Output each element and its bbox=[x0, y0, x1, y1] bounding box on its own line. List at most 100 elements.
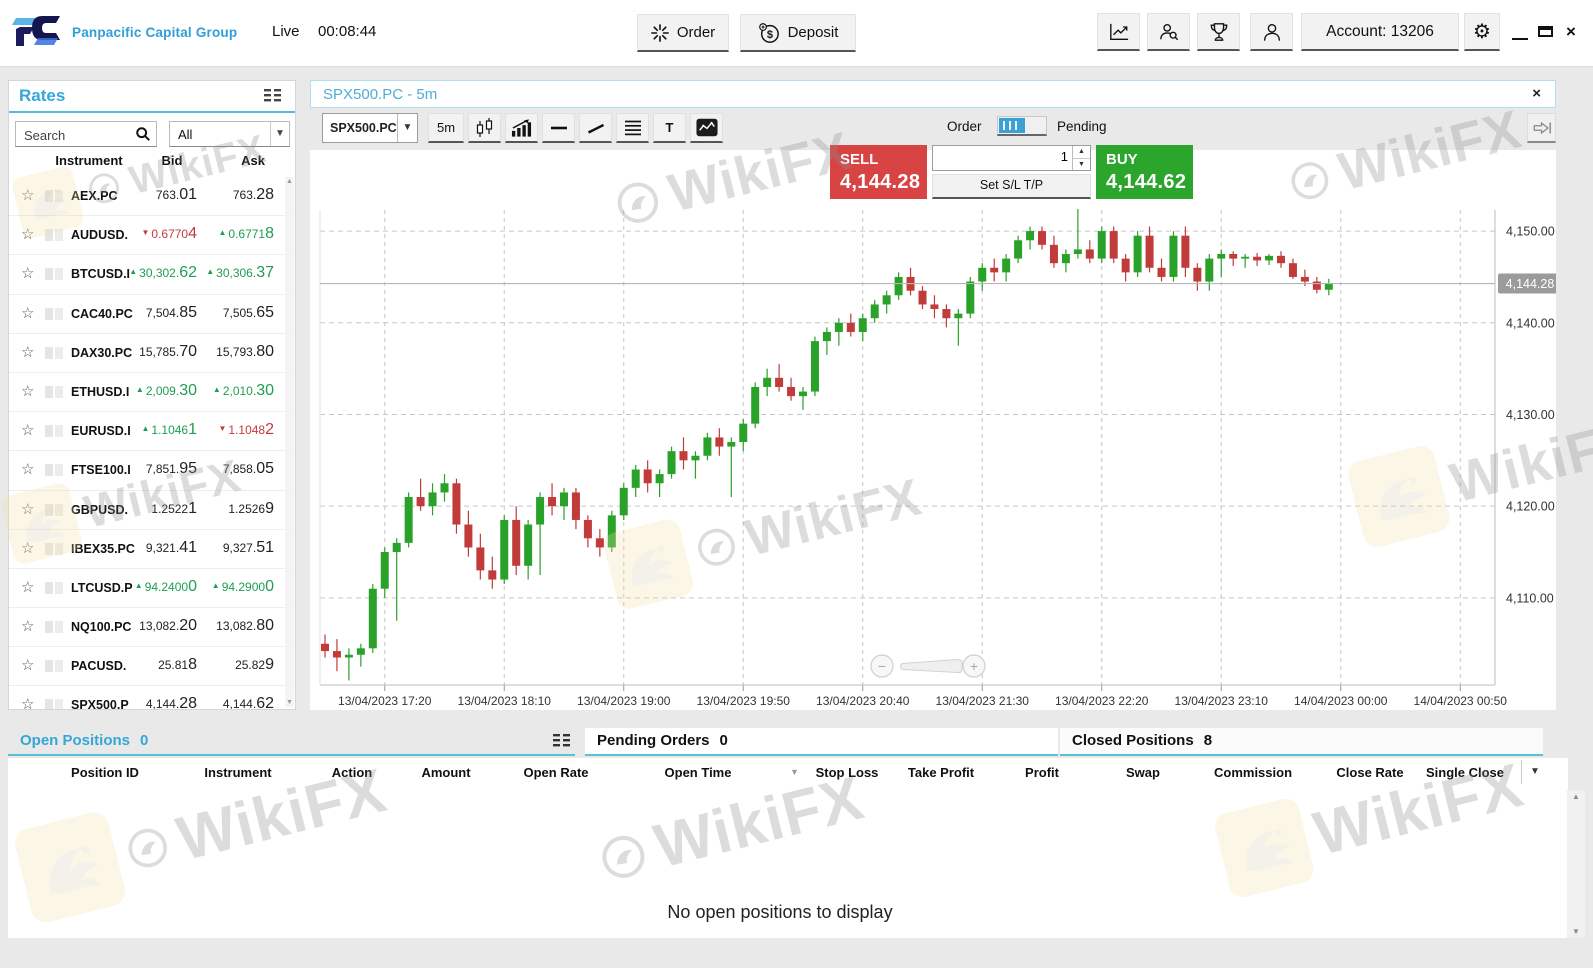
horizontal-line-tool[interactable] bbox=[542, 113, 575, 143]
column-header-swap[interactable]: Swap bbox=[1126, 765, 1160, 780]
search-field[interactable] bbox=[15, 121, 157, 147]
favorite-star-icon[interactable]: ☆ bbox=[21, 187, 35, 204]
bid-price[interactable]: ▲ 2,009.30 bbox=[135, 381, 197, 399]
chart-plot-area[interactable]: 4,150.00 4,140.00 4,130.00 4,120.00 4,110.00… bbox=[310, 150, 1556, 710]
tab-open-positions[interactable]: Open Positions 0 bbox=[8, 728, 575, 756]
account-button[interactable]: Account: 13206 bbox=[1301, 13, 1459, 51]
bid-price[interactable]: 13,082.20 bbox=[139, 617, 197, 635]
ask-price[interactable]: 13,082.80 bbox=[216, 617, 274, 635]
bid-price[interactable]: 7,851.95 bbox=[145, 460, 197, 478]
rate-row[interactable]: ☆ IBEX35.PC 9,321.41 9,327.51 bbox=[9, 530, 295, 569]
ask-price[interactable]: 9,327.51 bbox=[222, 538, 274, 556]
scroll-up-icon[interactable]: ▲ bbox=[1572, 792, 1580, 801]
instrument-name[interactable]: CAC40.PC bbox=[71, 306, 133, 321]
bid-price[interactable]: 1.25221 bbox=[151, 499, 197, 517]
instrument-filter-dropdown[interactable]: All ▼ bbox=[169, 121, 290, 147]
favorite-star-icon[interactable]: ☆ bbox=[21, 657, 35, 675]
scroll-down-icon[interactable]: ▼ bbox=[286, 699, 293, 706]
window-close-button[interactable]: × bbox=[1566, 22, 1576, 41]
instrument-name[interactable]: IBEX35.PC bbox=[71, 541, 135, 556]
bid-price[interactable]: ▼ 0.67704 bbox=[141, 225, 197, 243]
indicators-button[interactable] bbox=[690, 113, 723, 143]
instrument-name[interactable]: EURUSD.I bbox=[71, 424, 131, 439]
ask-price[interactable]: 7,858.05 bbox=[222, 460, 274, 478]
symbol-selector[interactable]: SPX500.PC ▼ bbox=[322, 113, 418, 143]
rates-scrollbar[interactable]: ▲ ▼ bbox=[285, 177, 294, 707]
window-maximize-button[interactable] bbox=[1538, 26, 1553, 37]
amount-input[interactable] bbox=[946, 148, 1070, 165]
ask-price[interactable]: ▼ 1.10482 bbox=[218, 421, 274, 439]
positions-scrollbar[interactable]: ▲ ▼ bbox=[1567, 790, 1585, 938]
amount-field[interactable]: ▲ ▼ bbox=[932, 145, 1091, 171]
performance-button[interactable] bbox=[1097, 13, 1140, 51]
column-header-commission[interactable]: Commission bbox=[1213, 765, 1293, 780]
favorite-star-icon[interactable]: ☆ bbox=[21, 382, 35, 400]
instrument-name[interactable]: BTCUSD.I bbox=[71, 267, 131, 282]
favorite-star-icon[interactable]: ☆ bbox=[21, 578, 35, 596]
deposit-button[interactable]: $ Deposit bbox=[740, 14, 856, 52]
favorite-star-icon[interactable]: ☆ bbox=[21, 265, 35, 283]
rate-row[interactable]: ☆ LTCUSD.P ▲ 94.24000 ▲ 94.29000 bbox=[9, 569, 295, 609]
ask-price[interactable]: 15,793.80 bbox=[216, 342, 274, 360]
rate-row[interactable]: ☆ PACUSD. 25.818 25.829 bbox=[9, 647, 295, 687]
bid-price[interactable]: 9,321.41 bbox=[145, 538, 197, 556]
instrument-name[interactable]: NQ100.PC bbox=[71, 620, 132, 635]
bid-price[interactable]: 4,144.28 bbox=[145, 695, 197, 710]
scroll-up-icon[interactable]: ▲ bbox=[286, 178, 293, 185]
column-header-single-close[interactable]: Single Close bbox=[1425, 765, 1505, 780]
tab-closed-positions[interactable]: Closed Positions 8 bbox=[1060, 728, 1543, 756]
rate-row[interactable]: ☆ CAC40.PC 7,504.85 7,505.65 bbox=[9, 295, 295, 334]
ask-price[interactable]: 4,144.62 bbox=[222, 695, 274, 710]
favorite-star-icon[interactable]: ☆ bbox=[21, 539, 35, 557]
favorite-star-icon[interactable]: ☆ bbox=[21, 618, 35, 636]
ask-price[interactable]: ▲ 30,306.37 bbox=[206, 264, 274, 282]
favorite-star-icon[interactable]: ☆ bbox=[21, 696, 35, 710]
column-header-position-id[interactable]: Position ID bbox=[71, 765, 139, 780]
columns-dropdown-button[interactable]: ▼ bbox=[1521, 760, 1548, 784]
ask-price[interactable]: 1.25269 bbox=[228, 499, 274, 517]
set-sl-tp-button[interactable]: Set S/L T/P bbox=[932, 174, 1091, 199]
ask-price[interactable]: 25.829 bbox=[235, 656, 274, 674]
instrument-name[interactable]: FTSE100.I bbox=[71, 463, 131, 478]
favorite-star-icon[interactable]: ☆ bbox=[21, 422, 35, 440]
bid-price[interactable]: 7,504.85 bbox=[145, 303, 197, 321]
column-header-open-rate[interactable]: Open Rate bbox=[523, 765, 589, 780]
ask-price[interactable]: ▲ 94.29000 bbox=[211, 577, 274, 595]
bid-price[interactable]: ▲ 1.10461 bbox=[141, 421, 197, 439]
scroll-to-latest-button[interactable] bbox=[1527, 113, 1556, 143]
column-header-amount[interactable]: Amount bbox=[421, 765, 471, 780]
chart-close-icon[interactable]: × bbox=[1532, 85, 1541, 102]
bid-price[interactable]: 25.818 bbox=[158, 656, 197, 674]
rates-layout-icon[interactable] bbox=[264, 89, 281, 103]
tab-pending-orders[interactable]: Pending Orders 0 bbox=[585, 728, 1058, 756]
favorite-star-icon[interactable]: ☆ bbox=[21, 500, 35, 518]
scroll-down-icon[interactable]: ▼ bbox=[1572, 927, 1580, 936]
favorite-star-icon[interactable]: ☆ bbox=[21, 304, 35, 322]
rate-row[interactable]: ☆ FTSE100.I 7,851.95 7,858.05 bbox=[9, 451, 295, 491]
rate-row[interactable]: ☆ AUDUSD. ▼ 0.67704 ▲ 0.67718 bbox=[9, 216, 295, 256]
rate-row[interactable]: ☆ SPX500.P 4,144.28 4,144.62 bbox=[9, 686, 295, 710]
bid-price[interactable]: 763.01 bbox=[155, 186, 197, 203]
instrument-name[interactable]: ETHUSD.I bbox=[71, 384, 130, 399]
instrument-name[interactable]: SPX500.P bbox=[71, 698, 129, 710]
rate-row[interactable]: ☆ GBPUSD. 1.25221 1.25269 bbox=[9, 491, 295, 530]
column-header-stop-loss[interactable]: Stop Loss bbox=[815, 765, 879, 780]
favorite-star-icon[interactable]: ☆ bbox=[21, 461, 35, 479]
ask-price[interactable]: 7,505.65 bbox=[222, 303, 274, 321]
ask-price[interactable]: ▲ 2,010.30 bbox=[212, 381, 274, 399]
column-header-take-profit[interactable]: Take Profit bbox=[907, 765, 975, 780]
bid-price[interactable]: 15,785.70 bbox=[139, 342, 197, 360]
window-minimize-button[interactable] bbox=[1512, 38, 1528, 40]
positions-layout-icon[interactable] bbox=[553, 734, 570, 748]
instrument-name[interactable]: LTCUSD.P bbox=[71, 580, 133, 595]
amount-stepper[interactable]: ▲ ▼ bbox=[1072, 146, 1090, 170]
favorite-star-icon[interactable]: ☆ bbox=[21, 343, 35, 361]
timeframe-button[interactable]: 5m bbox=[428, 113, 464, 143]
instrument-name[interactable]: PACUSD. bbox=[71, 659, 127, 674]
candlestick-chart[interactable]: 4,150.00 4,140.00 4,130.00 4,120.00 4,110.00… bbox=[310, 150, 1556, 710]
instrument-name[interactable]: GBPUSD. bbox=[71, 502, 128, 517]
leaderboard-button[interactable] bbox=[1197, 13, 1240, 51]
find-traders-button[interactable] bbox=[1147, 13, 1190, 51]
stepper-down-icon[interactable]: ▼ bbox=[1078, 161, 1085, 168]
column-header-profit[interactable]: Profit bbox=[1025, 765, 1059, 780]
